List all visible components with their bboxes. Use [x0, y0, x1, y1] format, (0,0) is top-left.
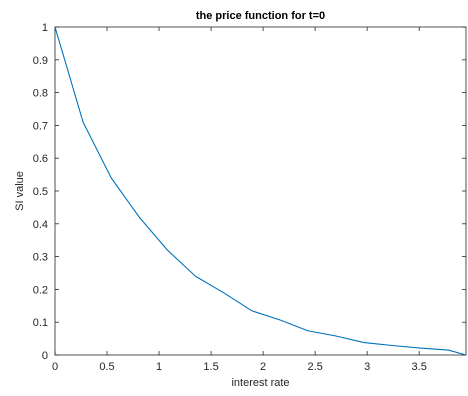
x-tick-label: 2	[260, 361, 266, 373]
y-tick-label: 0	[42, 350, 48, 362]
y-tick-label: 0.9	[33, 55, 48, 67]
x-tick-label: 0	[52, 361, 58, 373]
x-tick-label: 1	[156, 361, 162, 373]
plot-area: 0 0.5 1 1.5 2 2.5 3 3.5 0 0.1 0.2 0.3 0.4 0.5 0.6 0.7 0.…	[33, 22, 467, 373]
y-tick-label: 0.7	[33, 120, 48, 132]
y-axis-label: SI value	[14, 171, 26, 211]
x-tick-label: 3	[364, 361, 370, 373]
x-tick-label: 2.5	[307, 361, 322, 373]
y-tick-label: 0.6	[33, 153, 48, 165]
x-tick-label: 0.5	[99, 361, 114, 373]
y-tick-label: 0.2	[33, 284, 48, 296]
x-tick-label: 1.5	[203, 361, 218, 373]
y-tick-label: 0.5	[33, 186, 48, 198]
x-axis-label: interest rate	[231, 377, 289, 389]
chart-title: the price function for t=0	[196, 10, 325, 22]
y-tick-label: 1	[42, 22, 48, 34]
axes-box	[54, 26, 467, 356]
y-tick-label: 0.8	[33, 88, 48, 100]
y-tick-label: 0.3	[33, 252, 48, 264]
y-tick-label: 0.4	[33, 219, 48, 231]
x-tick-label: 3.5	[412, 361, 427, 373]
y-tick-label: 0.1	[33, 317, 48, 329]
series-line	[54, 26, 467, 356]
